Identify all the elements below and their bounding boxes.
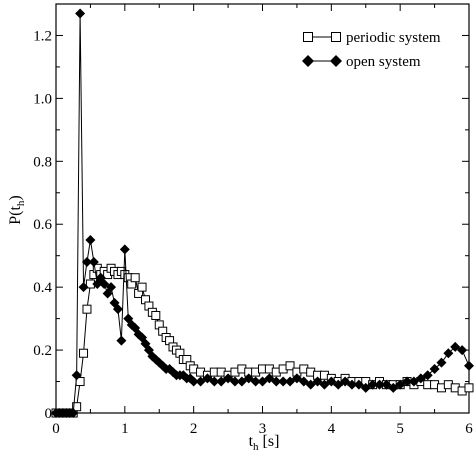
data-point-open [436, 357, 447, 368]
data-point-open [422, 370, 433, 381]
data-point-open [195, 376, 206, 387]
data-point-open [68, 408, 79, 418]
legend-item-open-system: open system [302, 54, 421, 70]
data-point-open [464, 360, 474, 371]
data-point-open [333, 379, 344, 390]
legend-label-open: open system [346, 54, 421, 70]
x-axis-label: th [s] [249, 433, 280, 453]
y-axis-label: P(th) [7, 195, 27, 225]
data-point-periodic [82, 304, 92, 314]
data-point-periodic [72, 402, 82, 412]
data-point-open [271, 376, 282, 387]
data-point-open [202, 373, 213, 384]
data-point-open [408, 376, 419, 387]
data-point-open [415, 373, 426, 384]
x-tick-label: 3 [259, 421, 267, 437]
data-point-open [319, 379, 330, 390]
series-points-open-system [51, 8, 474, 418]
legend-marker-periodic [303, 32, 313, 42]
data-point-periodic [151, 310, 161, 320]
data-point-open [216, 376, 227, 387]
data-point-open [388, 382, 399, 393]
y-tick-label: 0.4 [33, 280, 52, 296]
x-tick-label: 6 [465, 421, 473, 437]
data-point-open [81, 256, 92, 267]
data-point-open [291, 373, 302, 384]
data-point-periodic [137, 282, 147, 292]
data-point-open [381, 379, 392, 390]
data-point-periodic [464, 383, 474, 393]
x-tick-label: 2 [190, 421, 198, 437]
x-axis-ticks: 0 1 2 3 4 5 6 [52, 4, 473, 437]
data-point-open [450, 341, 461, 352]
legend-marker-open [330, 55, 342, 67]
data-point-open [243, 373, 254, 384]
data-point-open [71, 370, 82, 381]
data-point-open [250, 376, 261, 387]
data-point-open [236, 376, 247, 387]
data-point-open [75, 8, 86, 19]
x-tick-label: 1 [121, 421, 129, 437]
y-tick-label: 1.0 [33, 91, 52, 107]
data-point-open [326, 376, 337, 387]
legend-item-periodic-system: periodic system [303, 30, 441, 46]
data-point-open [305, 379, 316, 390]
data-point-open [367, 379, 378, 390]
data-point-open [402, 376, 413, 387]
data-point-open [119, 244, 130, 255]
data-point-open [285, 376, 296, 387]
data-point-open [257, 376, 268, 387]
x-tick-label: 4 [328, 421, 336, 437]
x-tick-label: 0 [52, 421, 60, 437]
data-point-open [116, 335, 127, 346]
data-point-open [85, 234, 96, 245]
legend: periodic system open system [302, 30, 441, 70]
data-point-periodic [285, 361, 295, 371]
data-point-open [99, 279, 110, 290]
data-point-open [88, 256, 99, 267]
y-axis-ticks: 0 0.2 0.4 0.6 0.8 1.0 1.2 [33, 28, 469, 422]
y-tick-label: 0.2 [33, 343, 52, 359]
y-tick-label: 1.2 [33, 28, 52, 44]
data-point-periodic [79, 348, 89, 358]
data-point-open [298, 376, 309, 387]
data-point-open [209, 376, 220, 387]
data-point-open [340, 376, 351, 387]
legend-label-periodic: periodic system [346, 30, 441, 46]
data-point-open [223, 373, 234, 384]
y-tick-label: 0.8 [33, 154, 52, 170]
data-point-open [353, 379, 364, 390]
x-tick-label: 5 [396, 421, 404, 437]
data-point-open [188, 376, 199, 387]
data-point-open [443, 348, 454, 359]
y-tick-label: 0.6 [33, 217, 52, 233]
data-point-periodic [130, 273, 140, 283]
data-point-open [106, 282, 117, 293]
data-point-open [395, 379, 406, 390]
data-point-open [78, 282, 89, 293]
data-point-open [278, 376, 289, 387]
plot-area: 0 1 2 3 4 5 6 0 0.2 0.4 0.6 0.8 1.0 1.2 [33, 3, 474, 437]
series-layer [51, 8, 474, 418]
legend-marker-open [302, 55, 314, 67]
legend-marker-periodic [331, 32, 341, 42]
data-point-open [360, 382, 371, 393]
series-line-open-system [56, 13, 470, 414]
data-point-open [457, 345, 468, 356]
data-point-open [429, 363, 440, 374]
data-point-open [264, 373, 275, 384]
data-point-open [312, 376, 323, 387]
data-point-open [374, 379, 385, 390]
data-point-open [229, 376, 240, 387]
data-point-open [346, 379, 357, 390]
data-point-open [112, 304, 123, 315]
y-tick-label: 0 [45, 406, 53, 422]
